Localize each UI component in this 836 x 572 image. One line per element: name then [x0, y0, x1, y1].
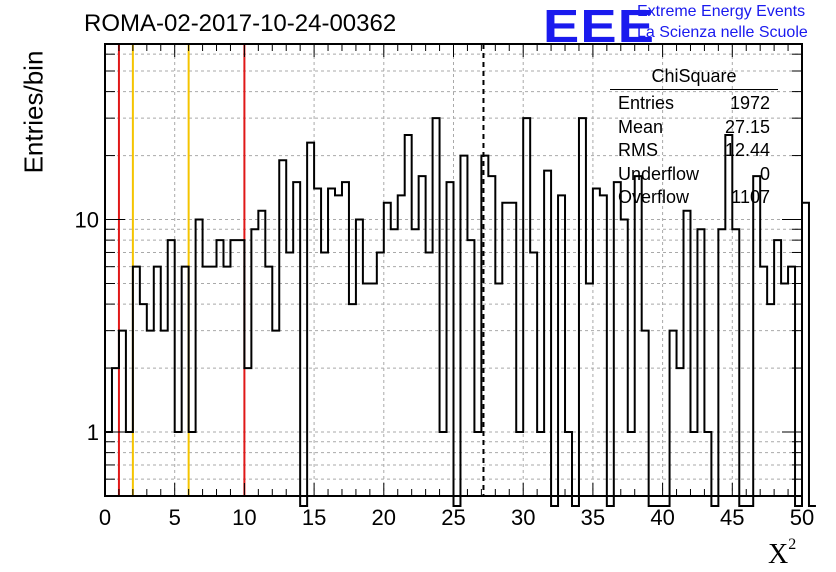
x-axis-label-base: X — [768, 539, 789, 570]
stats-row-underflow: Underflow 0 — [610, 163, 778, 187]
stats-value: 0 — [759, 163, 770, 184]
axis-ticks — [104, 44, 803, 496]
stats-box: ChiSquare Entries 1972 Mean 27.15 RMS 12.44… — [610, 66, 778, 210]
histogram-series — [105, 117, 816, 507]
stats-row-rms: RMS 12.44 — [610, 139, 778, 163]
stats-label: RMS — [618, 140, 658, 160]
stats-value: 12.44 — [724, 140, 770, 160]
reference-lines — [117, 44, 485, 496]
logo-text-line2: La Scienza nelle Scuole — [637, 24, 808, 41]
x-tick-label: 45 — [720, 505, 744, 530]
x-tick-label: 25 — [441, 505, 465, 530]
stats-label: Mean — [618, 116, 664, 137]
y-axis-label: Entries/bin — [18, 50, 49, 174]
x-axis-label-superscript: 2 — [788, 536, 797, 553]
stats-label: Overflow — [618, 187, 690, 207]
x-tick-label: 35 — [581, 505, 605, 530]
stats-row-entries: Entries 1972 — [610, 92, 778, 116]
x-tick-label: 40 — [650, 505, 674, 530]
eee-logo: EEE — [543, 0, 656, 52]
stats-row-overflow: Overflow 1107 — [610, 186, 778, 210]
x-tick-label: 5 — [169, 505, 181, 530]
stats-value: 1107 — [731, 187, 770, 207]
y-tick-label: 10 — [75, 208, 99, 233]
x-tick-label: 20 — [372, 505, 396, 530]
stats-value: 1972 — [729, 93, 770, 113]
x-tick-label: 30 — [511, 505, 535, 530]
x-tick-label: 10 — [232, 505, 256, 530]
x-tick-label: 0 — [99, 505, 111, 530]
stats-label: Entries — [618, 93, 675, 113]
stats-title: ChiSquare — [610, 66, 778, 90]
stats-value: 27.15 — [724, 116, 770, 137]
chart-title: ROMA-02-2017-10-24-00362 — [84, 10, 397, 37]
x-tick-label: 15 — [302, 505, 326, 530]
x-tick-label: 50 — [790, 505, 814, 530]
logo-text-line1: Extreme Energy Events — [637, 3, 806, 20]
stats-row-mean: Mean 27.15 — [610, 116, 778, 140]
tick-labels: 0 5 10 15 20 25 30 35 40 45 50 1 10 — [75, 208, 815, 530]
stats-label: Underflow — [618, 163, 700, 184]
x-axis-label: X2 — [768, 536, 796, 571]
y-tick-label: 1 — [87, 420, 99, 445]
